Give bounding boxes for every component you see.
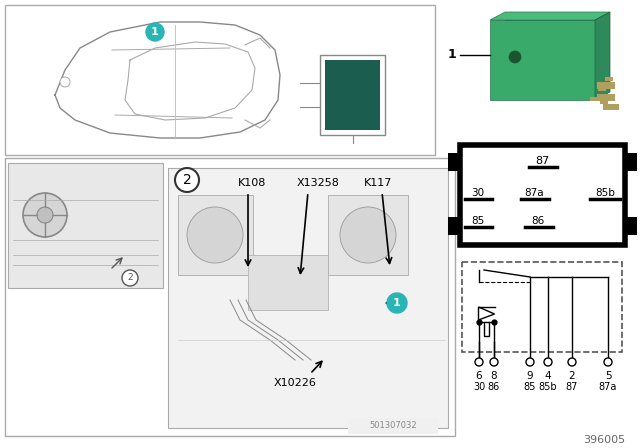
Text: 1: 1	[393, 298, 401, 308]
Circle shape	[604, 358, 612, 366]
Circle shape	[37, 207, 53, 223]
Circle shape	[60, 77, 70, 87]
Bar	[178, 195, 253, 275]
Bar	[8, 163, 163, 288]
Bar	[462, 262, 622, 352]
Text: 2: 2	[182, 173, 191, 187]
Text: 4: 4	[545, 371, 551, 381]
Text: 8: 8	[491, 371, 497, 381]
Bar	[5, 158, 455, 436]
Text: 87: 87	[536, 156, 550, 166]
Text: 86: 86	[531, 216, 544, 226]
Text: 5: 5	[605, 371, 611, 381]
Text: 6: 6	[476, 371, 483, 381]
Text: 396005: 396005	[583, 435, 625, 445]
Text: 30: 30	[472, 188, 484, 198]
Text: 1: 1	[447, 48, 456, 61]
Polygon shape	[505, 12, 610, 92]
Bar	[320, 55, 385, 135]
Circle shape	[544, 358, 552, 366]
Text: X10226: X10226	[273, 378, 316, 388]
Circle shape	[146, 23, 164, 41]
Circle shape	[490, 358, 498, 366]
Bar	[5, 5, 435, 155]
Text: 85b: 85b	[595, 188, 615, 198]
Text: 2: 2	[569, 371, 575, 381]
Polygon shape	[490, 12, 610, 20]
Text: 30: 30	[473, 382, 485, 392]
Bar	[484, 322, 489, 336]
Bar	[605, 77, 613, 81]
Circle shape	[387, 293, 407, 313]
Bar	[598, 87, 606, 91]
Circle shape	[122, 270, 138, 286]
Text: 87a: 87a	[599, 382, 617, 392]
Text: 85: 85	[524, 382, 536, 392]
Bar	[325, 60, 380, 130]
Bar	[590, 97, 598, 101]
Polygon shape	[479, 307, 495, 320]
Text: 1: 1	[151, 27, 159, 37]
Circle shape	[23, 193, 67, 237]
Polygon shape	[490, 20, 595, 100]
Text: 85: 85	[472, 216, 484, 226]
Bar	[603, 104, 619, 110]
Circle shape	[568, 358, 576, 366]
Circle shape	[340, 207, 396, 263]
Text: 9: 9	[527, 371, 533, 381]
Circle shape	[187, 207, 243, 263]
Circle shape	[175, 168, 199, 192]
Circle shape	[526, 358, 534, 366]
Circle shape	[475, 358, 483, 366]
Polygon shape	[595, 12, 610, 100]
Circle shape	[509, 51, 521, 63]
Bar	[597, 94, 615, 101]
Bar	[168, 168, 448, 428]
Text: 2: 2	[127, 273, 133, 283]
Text: X13258: X13258	[296, 178, 339, 188]
Bar	[625, 153, 637, 171]
Bar	[460, 145, 625, 245]
Bar	[600, 100, 608, 104]
Bar	[448, 217, 460, 235]
Text: 501307032: 501307032	[369, 422, 417, 431]
Bar	[625, 217, 637, 235]
Text: 87: 87	[566, 382, 578, 392]
Bar	[348, 418, 438, 434]
Bar	[248, 255, 328, 310]
Bar	[448, 153, 460, 171]
Text: 87a: 87a	[525, 188, 544, 198]
Text: K117: K117	[364, 178, 392, 188]
Text: 85b: 85b	[539, 382, 557, 392]
Bar	[328, 195, 408, 275]
Text: 86: 86	[488, 382, 500, 392]
Bar	[597, 82, 615, 89]
Text: K108: K108	[238, 178, 266, 188]
